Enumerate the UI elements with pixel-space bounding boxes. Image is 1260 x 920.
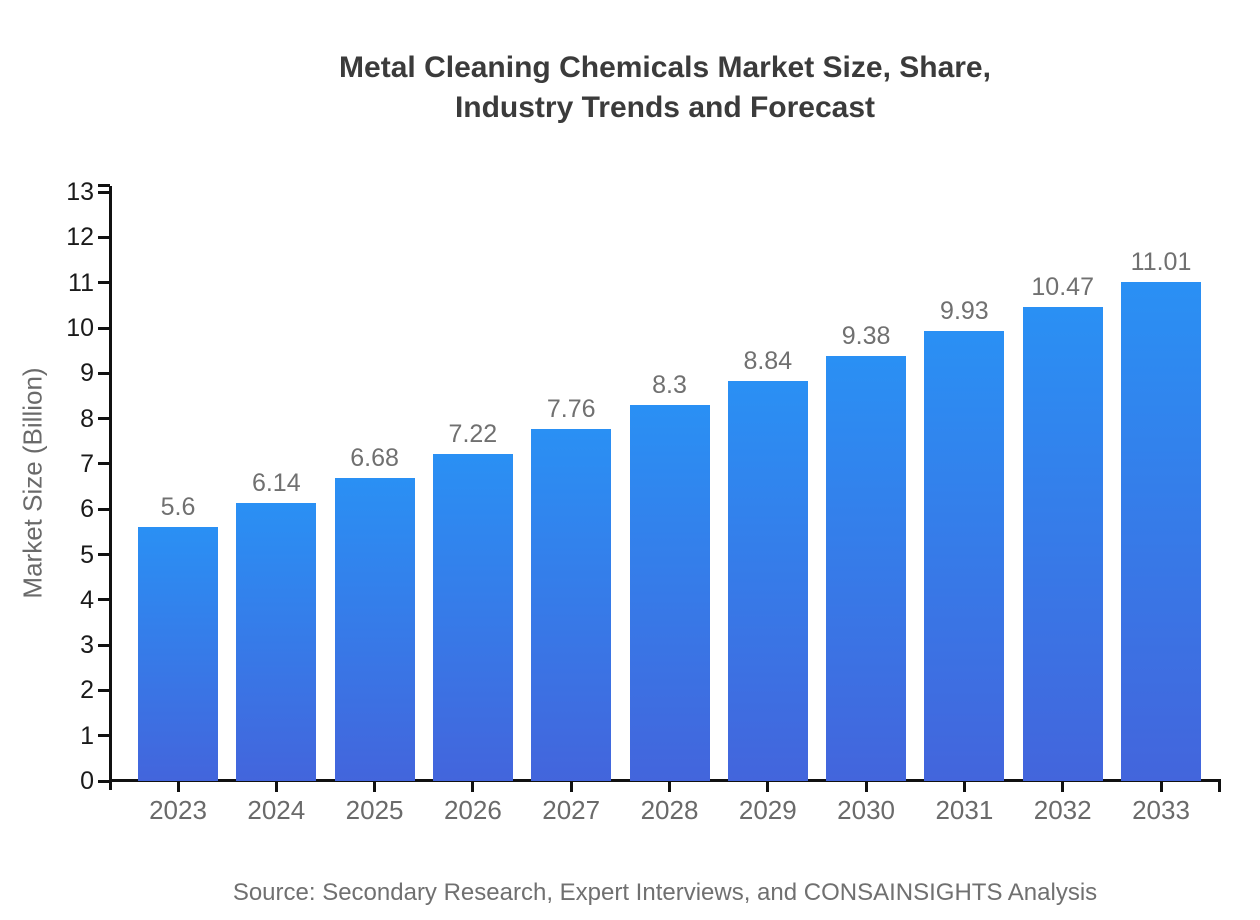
x-tick-label-2025: 2025: [345, 795, 404, 825]
y-tick-9: [98, 371, 110, 375]
x-tick-label-2027: 2027: [542, 795, 601, 825]
bar-value-label-2026: 7.22: [448, 419, 498, 448]
y-tick-13: [98, 190, 110, 194]
y-tick-label-11: 11: [68, 268, 94, 297]
x-tick-2023: [176, 782, 180, 792]
x-tick-label-2033: 2033: [1132, 795, 1190, 825]
y-tick-5: [98, 553, 110, 556]
y-tick-label-1: 1: [80, 721, 94, 750]
y-tick-1: [98, 734, 110, 738]
y-tick-label-7: 7: [80, 449, 94, 478]
y-tick-label-3: 3: [80, 631, 94, 660]
x-tick-2029: [766, 782, 770, 792]
y-tick-6: [98, 507, 110, 511]
y-tick-label-9: 9: [80, 359, 94, 388]
y-tick-label-5: 5: [80, 540, 94, 569]
bar-value-label-2030: 9.38: [841, 322, 891, 351]
y-tick-label-0: 0: [80, 767, 94, 795]
x-tick-label-2029: 2029: [738, 795, 797, 825]
chart-title-line-2: Industry Trends and Forecast: [454, 91, 876, 124]
bar-2031: [924, 331, 1005, 781]
x-tick-2025: [373, 782, 377, 792]
x-tick-2026: [471, 782, 475, 792]
y-tick-label-12: 12: [66, 223, 94, 252]
y-tick-label-10: 10: [66, 314, 94, 342]
source-note: Source: Secondary Research, Expert Inter…: [232, 879, 1098, 906]
y-tick-12: [98, 235, 110, 239]
bar-2025: [334, 478, 415, 781]
bar-2024: [236, 502, 317, 781]
x-tick-2027: [569, 782, 573, 792]
x-tick-label-2026: 2026: [443, 795, 502, 825]
y-tick-8: [98, 417, 110, 421]
chart-title-line-1: Metal Cleaning Chemicals Market Size, Sh…: [339, 51, 991, 84]
x-tick-2032: [1061, 782, 1065, 792]
bar-2033: [1121, 282, 1201, 781]
bar-value-label-2029: 8.84: [743, 346, 793, 375]
x-axis-end-tick: [1218, 782, 1221, 792]
x-tick-2031: [962, 782, 966, 792]
bar-2026: [432, 453, 513, 781]
y-tick-4: [98, 598, 110, 602]
bar-value-label-2028: 8.3: [652, 371, 687, 399]
y-tick-label-2: 2: [80, 676, 94, 705]
bar-value-label-2033: 11.01: [1130, 248, 1192, 277]
bar-2030: [826, 356, 907, 781]
bar-2032: [1022, 306, 1103, 781]
x-tick-label-2031: 2031: [935, 795, 994, 825]
y-tick-2: [98, 688, 110, 692]
bar-value-label-2025: 6.68: [350, 444, 399, 473]
y-tick-0: [98, 779, 110, 783]
bar-2028: [629, 405, 710, 781]
bar-2027: [531, 429, 612, 781]
x-tick-2028: [668, 782, 671, 792]
x-tick-label-2032: 2032: [1033, 795, 1092, 825]
bar-value-label-2031: 9.93: [940, 297, 989, 326]
x-tick-label-2030: 2030: [837, 795, 896, 825]
y-tick-3: [98, 643, 110, 647]
y-axis-line: [109, 186, 112, 790]
x-tick-2024: [274, 782, 278, 792]
chart-title: Metal Cleaning Chemicals Market Size, Sh…: [109, 48, 1221, 128]
x-tick-label-2023: 2023: [149, 795, 207, 825]
bar-value-label-2032: 10.47: [1031, 272, 1094, 301]
x-tick-label-2028: 2028: [640, 795, 699, 825]
bar-value-label-2024: 6.14: [251, 468, 301, 497]
y-tick-7: [98, 462, 110, 466]
bar-2023: [138, 527, 218, 781]
bar-value-label-2023: 5.6: [160, 493, 196, 522]
y-tick-label-4: 4: [80, 585, 94, 614]
y-tick-11: [98, 281, 110, 285]
x-tick-2030: [864, 782, 868, 792]
bar-2029: [727, 380, 808, 781]
x-tick-label-2024: 2024: [247, 795, 306, 825]
y-tick-label-13: 13: [66, 178, 94, 207]
y-tick-label-8: 8: [80, 404, 94, 433]
y-tick-label-6: 6: [80, 495, 94, 524]
y-axis-top-cap: [98, 184, 110, 187]
x-tick-2033: [1159, 782, 1163, 792]
bar-value-label-2027: 7.76: [546, 395, 596, 424]
y-tick-10: [98, 326, 110, 330]
